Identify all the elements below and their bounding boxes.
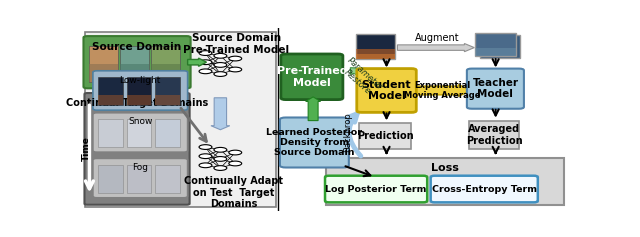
FancyBboxPatch shape [84,93,189,205]
Circle shape [214,53,227,58]
FancyBboxPatch shape [280,118,349,168]
FancyBboxPatch shape [281,54,343,100]
Bar [480,35,520,58]
Bar [99,95,123,105]
Text: Cross-Entropy Term: Cross-Entropy Term [432,185,537,194]
Text: Continual Target Domains: Continual Target Domains [66,98,208,108]
Circle shape [199,163,212,168]
Circle shape [199,60,212,64]
Circle shape [199,51,212,55]
Text: Averaged
Prediction: Averaged Prediction [466,124,522,146]
Bar [99,119,123,147]
Circle shape [199,69,212,74]
Text: Continually Adapt
on Test  Target
Domains: Continually Adapt on Test Target Domains [184,176,284,210]
Circle shape [228,150,242,155]
Bar [476,48,516,56]
Circle shape [228,161,242,166]
Bar [99,165,123,193]
Text: Log Posterior Term: Log Posterior Term [325,185,427,194]
FancyArrow shape [188,58,207,66]
Bar [127,95,152,105]
Bar [85,32,276,207]
Bar [89,46,118,82]
FancyBboxPatch shape [83,36,191,88]
Bar [152,46,180,82]
Bar [120,46,149,82]
Circle shape [214,63,227,67]
Text: Source Domain: Source Domain [92,41,182,52]
FancyArrow shape [306,97,321,121]
FancyBboxPatch shape [93,158,188,198]
Circle shape [228,56,242,61]
FancyArrow shape [211,98,230,130]
Text: Pre-Trained
Model: Pre-Trained Model [276,66,347,88]
Circle shape [228,67,242,72]
Bar [356,34,396,59]
Bar [469,121,519,149]
FancyBboxPatch shape [356,68,416,112]
Bar [152,64,180,82]
FancyBboxPatch shape [431,176,538,202]
Text: Low-light: Low-light [120,76,161,85]
Text: Time: Time [82,137,91,161]
Bar [127,77,152,105]
Text: Source Domain
Pre-Trained Model: Source Domain Pre-Trained Model [183,33,289,55]
Bar [155,77,180,105]
Text: Learned Posterior
Density from
Source Domain: Learned Posterior Density from Source Do… [266,128,362,157]
Bar [356,49,396,59]
FancyArrowPatch shape [349,114,361,156]
Circle shape [199,145,212,150]
Text: Parameter
Restore: Parameter Restore [339,56,384,100]
FancyBboxPatch shape [467,68,524,109]
Text: Backprop: Backprop [343,113,353,152]
Circle shape [214,166,227,170]
FancyBboxPatch shape [325,176,428,202]
Bar [359,123,412,149]
FancyBboxPatch shape [93,71,188,110]
Text: Exponential
Moving Average: Exponential Moving Average [404,81,481,100]
Text: Teacher
Model: Teacher Model [472,78,518,100]
FancyArrow shape [397,44,474,52]
Circle shape [214,72,227,77]
FancyBboxPatch shape [93,113,188,152]
Circle shape [214,157,227,161]
Bar [120,64,149,82]
Bar [127,119,152,147]
Text: Fog: Fog [132,163,148,172]
Text: Loss: Loss [431,163,458,173]
Circle shape [214,147,227,152]
FancyArrow shape [412,85,471,96]
Bar [155,95,180,105]
Text: Student
Model: Student Model [362,80,412,101]
Text: Augment: Augment [415,33,460,43]
FancyArrow shape [350,68,394,85]
Bar [326,158,564,205]
Circle shape [199,154,212,159]
Bar [356,54,396,59]
Bar [476,33,516,56]
Bar [127,165,152,193]
Text: Snow: Snow [128,118,152,127]
Bar [155,119,180,147]
Bar [155,165,180,193]
Bar [89,64,118,82]
Text: Prediction: Prediction [357,131,413,141]
Bar [99,77,123,105]
